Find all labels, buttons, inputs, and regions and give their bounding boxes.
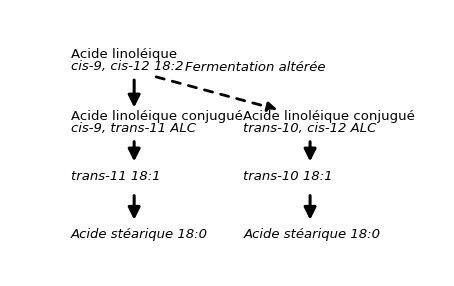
- Text: Acide linoléique: Acide linoléique: [71, 48, 177, 61]
- Text: Fermentation altérée: Fermentation altérée: [185, 61, 326, 74]
- Text: trans-11 18:1: trans-11 18:1: [71, 170, 160, 183]
- Text: cis-9, cis-12 18:2: cis-9, cis-12 18:2: [71, 60, 183, 73]
- Text: Acide stéarique 18:0: Acide stéarique 18:0: [243, 228, 380, 241]
- Text: cis-9, trans-11 ALC: cis-9, trans-11 ALC: [71, 122, 196, 135]
- Text: Acide linoléique conjugué: Acide linoléique conjugué: [243, 110, 415, 123]
- Text: Acide linoléique conjugué: Acide linoléique conjugué: [71, 110, 243, 123]
- Text: trans-10, cis-12 ALC: trans-10, cis-12 ALC: [243, 122, 377, 135]
- Text: trans-10 18:1: trans-10 18:1: [243, 170, 333, 183]
- Text: Acide stéarique 18:0: Acide stéarique 18:0: [71, 228, 208, 241]
